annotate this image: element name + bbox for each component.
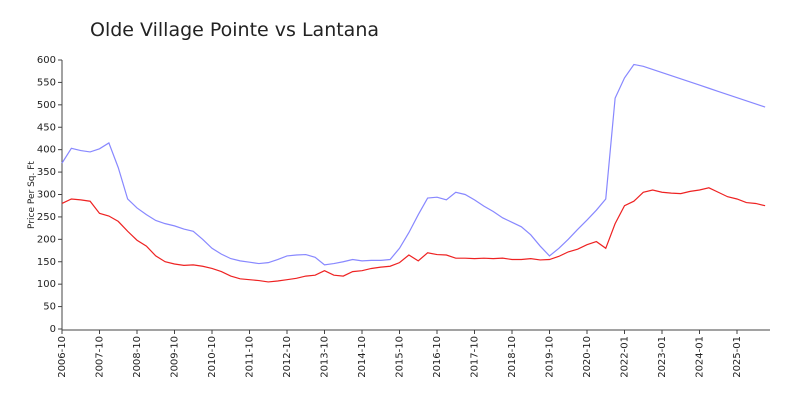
x-tick-label: 2019-10: [545, 336, 556, 378]
x-tick-label: 2022-01: [620, 336, 631, 378]
x-tick-label: 2018-10: [507, 336, 518, 378]
y-tick-label: 300: [37, 190, 56, 201]
x-tick-label: 2011-10: [245, 336, 256, 378]
x-tick-label: 2014-10: [357, 336, 368, 378]
y-tick-label: 0: [50, 324, 56, 335]
x-tick-label: 2008-10: [132, 336, 143, 378]
x-tick-label: 2024-01: [695, 336, 706, 378]
series-line: [61, 187, 766, 283]
y-tick-label: 500: [37, 100, 56, 111]
x-tick-label: 2006-10: [57, 336, 68, 378]
series-line: [61, 63, 766, 266]
y-tick-label: 450: [37, 122, 56, 133]
y-tick-label: 400: [37, 145, 56, 156]
x-tick-label: 2015-10: [395, 336, 406, 378]
x-tick-label: 2023-01: [657, 336, 668, 378]
x-tick-label: 2016-10: [432, 336, 443, 378]
x-tick-label: 2013-10: [320, 336, 331, 378]
x-tick-label: 2012-10: [282, 336, 293, 378]
y-tick-label: 250: [37, 212, 56, 223]
y-tick-label: 550: [37, 77, 56, 88]
y-tick-label: 600: [37, 55, 56, 66]
y-tick-label: 200: [37, 234, 56, 245]
x-tick-label: 2025-01: [732, 336, 743, 378]
x-tick-label: 2009-10: [170, 336, 181, 378]
x-tick-label: 2020-10: [582, 336, 593, 378]
y-tick-label: 50: [43, 302, 56, 313]
y-tick-label: 350: [37, 167, 56, 178]
x-tick-label: 2007-10: [95, 336, 106, 378]
y-axis-label: Price Per Sq. Ft: [27, 161, 37, 229]
x-tick-label: 2010-10: [207, 336, 218, 378]
chart-title: Olde Village Pointe vs Lantana: [90, 19, 379, 41]
x-tick-label: 2017-10: [470, 336, 481, 378]
y-tick-label: 150: [37, 257, 56, 268]
y-tick-label: 100: [37, 279, 56, 290]
